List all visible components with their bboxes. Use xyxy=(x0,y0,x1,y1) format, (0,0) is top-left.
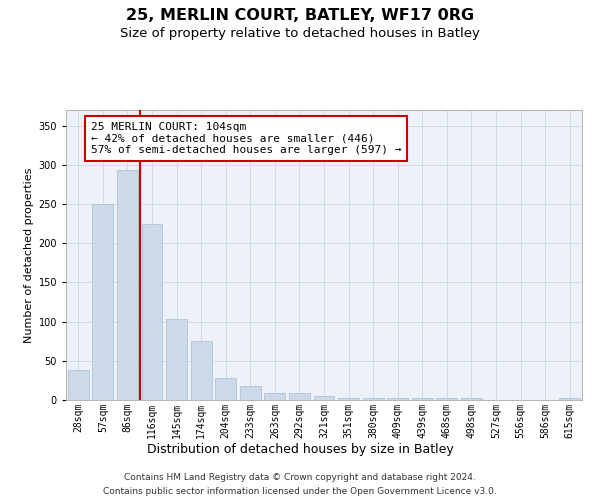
Text: 25, MERLIN COURT, BATLEY, WF17 0RG: 25, MERLIN COURT, BATLEY, WF17 0RG xyxy=(126,8,474,22)
Text: Distribution of detached houses by size in Batley: Distribution of detached houses by size … xyxy=(146,442,454,456)
Bar xyxy=(92,204,113,400)
Y-axis label: Number of detached properties: Number of detached properties xyxy=(24,168,34,342)
Text: 25 MERLIN COURT: 104sqm
← 42% of detached houses are smaller (446)
57% of semi-d: 25 MERLIN COURT: 104sqm ← 42% of detache… xyxy=(91,122,401,155)
Bar xyxy=(362,398,383,400)
Bar xyxy=(142,224,163,400)
Bar xyxy=(240,386,261,400)
Bar xyxy=(314,396,334,400)
Text: Contains public sector information licensed under the Open Government Licence v3: Contains public sector information licen… xyxy=(103,488,497,496)
Bar xyxy=(338,398,359,400)
Bar xyxy=(191,341,212,400)
Bar xyxy=(289,393,310,400)
Bar xyxy=(68,370,89,400)
Bar xyxy=(215,378,236,400)
Bar xyxy=(166,320,187,400)
Bar xyxy=(265,393,286,400)
Text: Contains HM Land Registry data © Crown copyright and database right 2024.: Contains HM Land Registry data © Crown c… xyxy=(124,472,476,482)
Bar xyxy=(117,170,138,400)
Bar xyxy=(559,398,580,400)
Text: Size of property relative to detached houses in Batley: Size of property relative to detached ho… xyxy=(120,28,480,40)
Bar xyxy=(461,398,482,400)
Bar xyxy=(436,398,457,400)
Bar xyxy=(387,398,408,400)
Bar xyxy=(412,398,433,400)
